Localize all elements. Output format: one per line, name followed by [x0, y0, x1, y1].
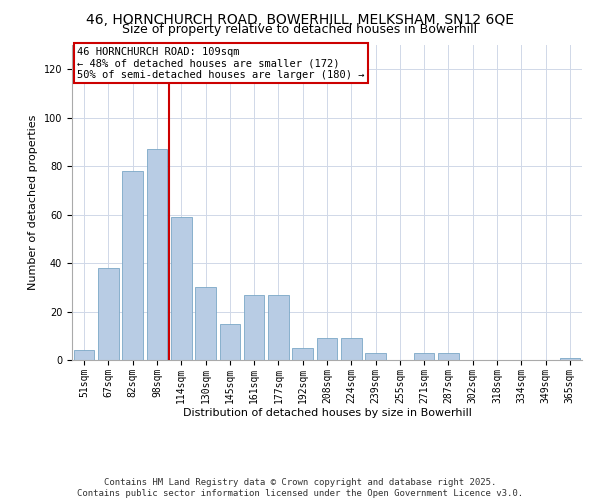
- Bar: [414, 352, 434, 360]
- Bar: [341, 338, 362, 360]
- Text: 46, HORNCHURCH ROAD, BOWERHILL, MELKSHAM, SN12 6QE: 46, HORNCHURCH ROAD, BOWERHILL, MELKSHAM…: [86, 12, 514, 26]
- Bar: [98, 268, 119, 360]
- Bar: [438, 352, 459, 360]
- Bar: [560, 358, 580, 360]
- Bar: [292, 348, 313, 360]
- Text: Size of property relative to detached houses in Bowerhill: Size of property relative to detached ho…: [122, 22, 478, 36]
- Y-axis label: Number of detached properties: Number of detached properties: [28, 115, 38, 290]
- Bar: [268, 294, 289, 360]
- Bar: [171, 217, 191, 360]
- Text: Contains HM Land Registry data © Crown copyright and database right 2025.
Contai: Contains HM Land Registry data © Crown c…: [77, 478, 523, 498]
- Bar: [74, 350, 94, 360]
- Bar: [244, 294, 265, 360]
- Bar: [220, 324, 240, 360]
- X-axis label: Distribution of detached houses by size in Bowerhill: Distribution of detached houses by size …: [182, 408, 472, 418]
- Bar: [146, 149, 167, 360]
- Bar: [317, 338, 337, 360]
- Bar: [365, 352, 386, 360]
- Text: 46 HORNCHURCH ROAD: 109sqm
← 48% of detached houses are smaller (172)
50% of sem: 46 HORNCHURCH ROAD: 109sqm ← 48% of deta…: [77, 46, 365, 80]
- Bar: [195, 288, 216, 360]
- Bar: [122, 171, 143, 360]
